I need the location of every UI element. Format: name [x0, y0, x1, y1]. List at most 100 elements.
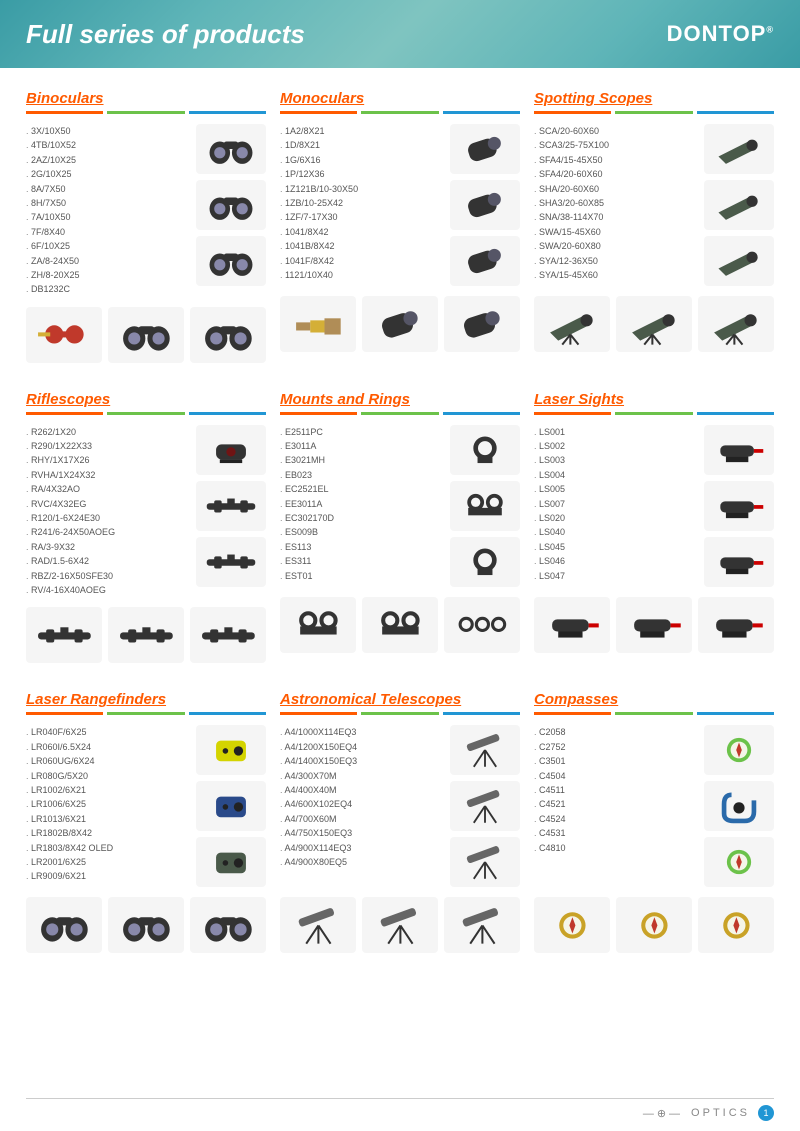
list-item: 2AZ/10X25 [26, 153, 190, 167]
list-item: LS047 [534, 569, 698, 583]
list-item: 7F/8X40 [26, 225, 190, 239]
list-item: 1ZB/10-25X42 [280, 196, 444, 210]
list-item: LR060UG/6X24 [26, 754, 190, 768]
list-item: A4/750X150EQ3 [280, 826, 444, 840]
list-item: RVC/4X32EG [26, 497, 190, 511]
list-item: SFA4/20-60X60 [534, 167, 698, 181]
list-item: C4810 [534, 841, 698, 855]
list-item: A4/900X80EQ5 [280, 855, 444, 869]
monoc-tripod-icon [444, 296, 520, 352]
category-title: Laser Sights [534, 391, 774, 408]
list-item: SWA/20-60X80 [534, 239, 698, 253]
binoc-icon [108, 897, 184, 953]
list-item: LR2001/6X25 [26, 855, 190, 869]
laser-rail-icon [704, 537, 774, 587]
page-title: Full series of products [26, 19, 305, 50]
list-item: SNA/38-114X70 [534, 210, 698, 224]
category-rule [280, 111, 520, 114]
list-item: 1041F/8X42 [280, 254, 444, 268]
item-list: LS001LS002LS003LS004LS005LS007LS020LS040… [534, 425, 698, 587]
list-item: A4/400X40M [280, 783, 444, 797]
binoc-icon [190, 897, 266, 953]
category-rule [26, 412, 266, 415]
footer-label: OPTICS [691, 1107, 750, 1119]
telescope-icon [362, 897, 438, 953]
catalog-grid: Binoculars3X/10X504TB/10X522AZ/10X252G/1… [0, 68, 800, 953]
list-item: RHY/1X17X26 [26, 453, 190, 467]
side-thumbs [196, 725, 266, 887]
list-item: ES311 [280, 554, 444, 568]
brand-mark: ® [766, 25, 774, 35]
list-item: LS046 [534, 554, 698, 568]
list-item: C2752 [534, 740, 698, 754]
footer-scope-icon: —⊕— [643, 1107, 683, 1120]
list-item: R262/1X20 [26, 425, 190, 439]
spotting-tripod-icon [534, 296, 610, 352]
category-rule [280, 712, 520, 715]
list-item: R290/1X22X33 [26, 439, 190, 453]
list-item: LR1803/8X42 OLED [26, 841, 190, 855]
category-rule [534, 111, 774, 114]
list-item: EB023 [280, 468, 444, 482]
category-body: R262/1X20R290/1X22X33RHY/1X17X26RVHA/1X2… [26, 425, 266, 598]
list-item: RV/4-16X40AOEG [26, 583, 190, 597]
list-item: ZH/8-20X25 [26, 268, 190, 282]
list-item: LS040 [534, 525, 698, 539]
ring-icon [450, 537, 520, 587]
list-item: A4/1200X150EQ4 [280, 740, 444, 754]
ring-icon [450, 425, 520, 475]
category-body: 1A2/8X211D/8X211G/6X161P/12X361Z121B/10-… [280, 124, 520, 286]
spyglass-icon [280, 296, 356, 352]
list-item: LS001 [534, 425, 698, 439]
category-title: Riflescopes [26, 391, 266, 408]
list-item: 1121/10X40 [280, 268, 444, 282]
list-item: A4/900X114EQ3 [280, 841, 444, 855]
category-title: Compasses [534, 691, 774, 708]
category-title: Mounts and Rings [280, 391, 520, 408]
monoc-icon [450, 236, 520, 286]
side-thumbs [450, 425, 520, 587]
list-item: ZA/8-24X50 [26, 254, 190, 268]
list-item: SYA/12-36X50 [534, 254, 698, 268]
category-rule [280, 412, 520, 415]
list-item: 4TB/10X52 [26, 138, 190, 152]
list-item: A4/600X102EQ4 [280, 797, 444, 811]
list-item: R120/1-6X24E30 [26, 511, 190, 525]
compass-brass-icon [698, 897, 774, 953]
scope-short-icon [196, 481, 266, 531]
category-body: SCA/20-60X60SCA3/25-75X100SFA4/15-45X50S… [534, 124, 774, 286]
list-item: 1041B/8X42 [280, 239, 444, 253]
side-thumbs [704, 725, 774, 887]
telescope-icon [444, 897, 520, 953]
side-thumbs [704, 124, 774, 286]
list-item: EC302170D [280, 511, 444, 525]
item-list: LR040F/6X25LR060I/6.5X24LR060UG/6X24LR08… [26, 725, 190, 887]
list-item: RAD/1.5-6X42 [26, 554, 190, 568]
item-list: R262/1X20R290/1X22X33RHY/1X17X26RVHA/1X2… [26, 425, 190, 598]
list-item: C4511 [534, 783, 698, 797]
list-item: LR1006/6X25 [26, 797, 190, 811]
spotting-icon [704, 180, 774, 230]
list-item: RVHA/1X24X32 [26, 468, 190, 482]
list-item: 1G/6X16 [280, 153, 444, 167]
page-number: 1 [758, 1105, 774, 1121]
bottom-thumbs [534, 897, 774, 953]
side-thumbs [450, 124, 520, 286]
bottom-thumbs [534, 597, 774, 653]
category-title: Monoculars [280, 90, 520, 107]
list-item: 8A/7X50 [26, 182, 190, 196]
item-list: E2511PCE3011AE3021MHEB023EC2521ELEE3011A… [280, 425, 444, 587]
binoc-big-icon [190, 307, 266, 363]
list-item: SHA3/20-60X85 [534, 196, 698, 210]
list-item: SCA3/25-75X100 [534, 138, 698, 152]
telescope-icon [450, 837, 520, 887]
laser-box-icon [534, 597, 610, 653]
category-rule [534, 712, 774, 715]
category-block: Laser RangefindersLR040F/6X25LR060I/6.5X… [26, 691, 266, 953]
category-block: Laser Sights LS001LS002LS003LS004LS005LS0… [534, 391, 774, 664]
list-item: RBZ/2-16X50SFE30 [26, 569, 190, 583]
list-item: ES113 [280, 540, 444, 554]
list-item: A4/300X70M [280, 769, 444, 783]
list-item: C4524 [534, 812, 698, 826]
list-item: 6F/10X25 [26, 239, 190, 253]
